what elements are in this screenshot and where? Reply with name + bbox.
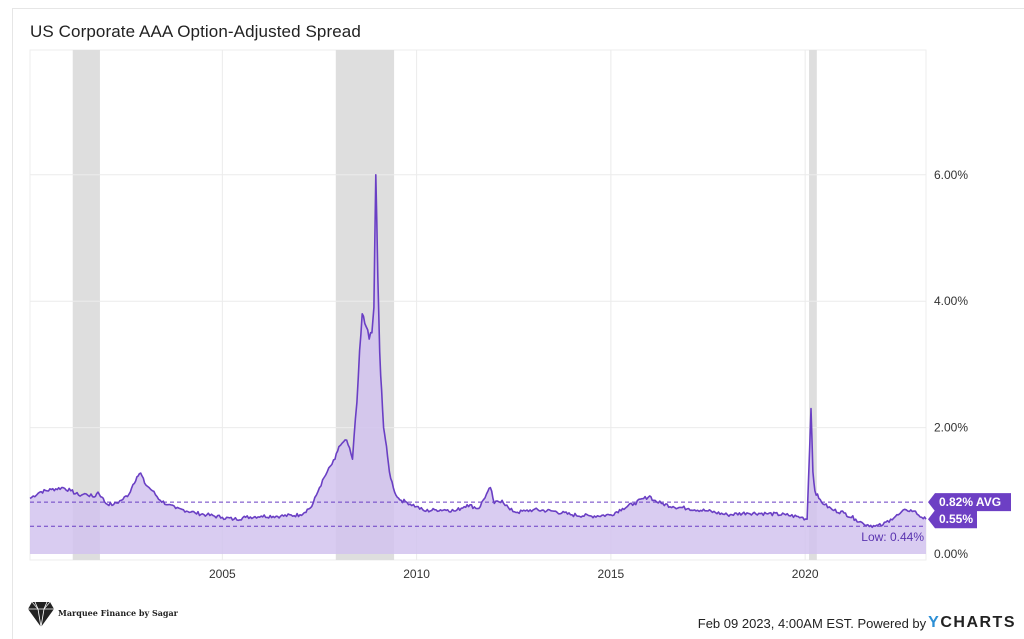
y-tick-label: 2.00% <box>934 421 968 435</box>
footer-credit: Feb 09 2023, 4:00AM EST. Powered by YCHA… <box>698 614 1016 632</box>
ycharts-logo[interactable]: YCHARTS <box>928 614 1016 632</box>
x-tick-label: 2020 <box>792 567 819 581</box>
y-tick-label: 0.00% <box>934 547 968 561</box>
x-tick-label: 2005 <box>209 567 236 581</box>
footer-powered-by: Powered by <box>857 615 927 631</box>
avg-badge-bg <box>928 493 1011 512</box>
chart-frame <box>12 8 1024 639</box>
watermark-logo: Marquee Finance by Sagar <box>28 598 178 628</box>
recession-band <box>809 50 817 560</box>
x-tick-label: 2015 <box>598 567 625 581</box>
recession-band <box>72 50 100 560</box>
y-tick-label: 6.00% <box>934 168 968 182</box>
low-label: Low: 0.44% <box>861 530 924 544</box>
footer-timestamp: Feb 09 2023, 4:00AM EST. <box>697 615 854 631</box>
series-area <box>30 174 926 555</box>
series-line <box>29 174 927 529</box>
chart-title: US Corporate AAA Option-Adjusted Spread <box>30 22 361 41</box>
plot-background <box>29 49 927 561</box>
watermark-label: Marquee Finance by Sagar <box>58 608 178 618</box>
last-value-badge-bg <box>928 510 977 529</box>
x-tick-label: 2010 <box>403 567 430 581</box>
avg-badge-text: 0.82% AVG <box>939 495 1001 509</box>
last-value-badge-text: 0.55% <box>939 512 973 526</box>
y-tick-label: 4.00% <box>934 294 968 308</box>
ycharts-logo-rest: CHARTS <box>940 614 1016 631</box>
diamond-icon <box>28 601 54 628</box>
ycharts-logo-y: Y <box>928 614 941 631</box>
